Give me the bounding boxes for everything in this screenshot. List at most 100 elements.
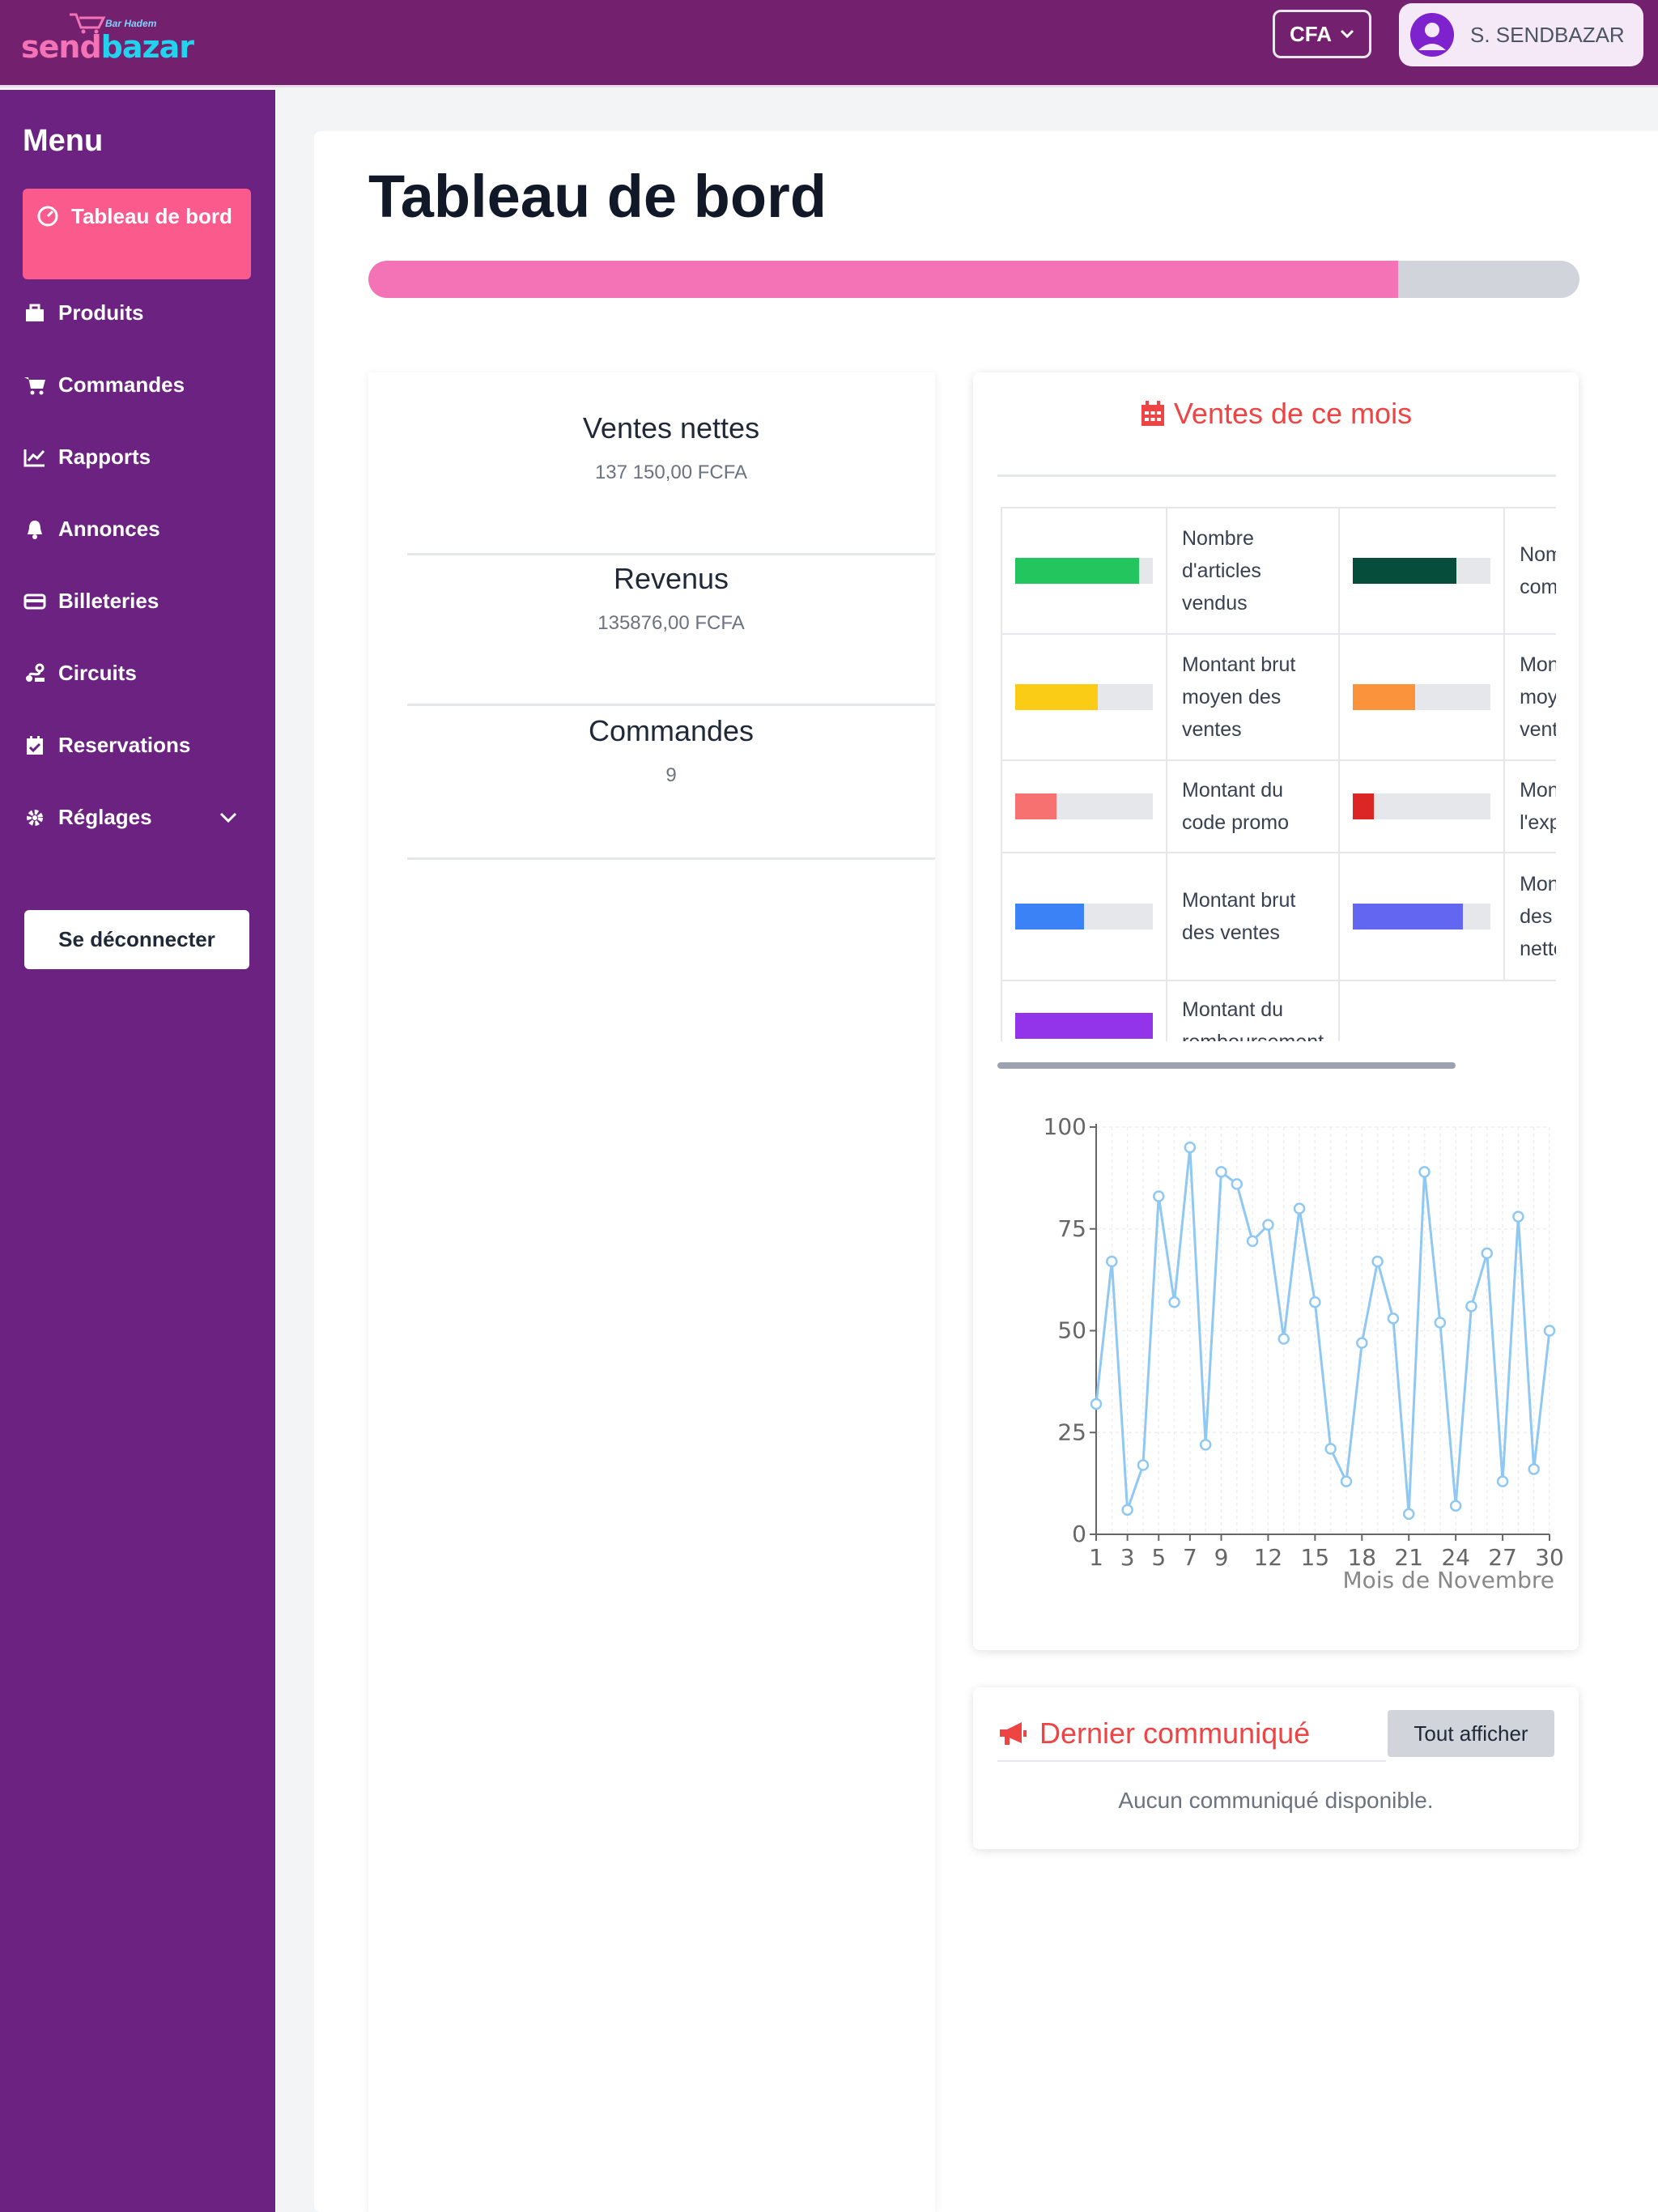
legend-label-cell: Montant brut moyen des ventes: [1165, 633, 1341, 761]
data-point: [1152, 1190, 1165, 1202]
x-tick-label: 1: [1089, 1544, 1103, 1571]
stat-label: Revenus: [613, 562, 729, 595]
legend-label-cell: Montant de l'expédition: [1503, 759, 1556, 853]
legend-swatch-fill: [1015, 558, 1139, 584]
calendar-check-icon: [23, 734, 47, 758]
data-point: [1246, 1235, 1259, 1248]
sidebar-item-label: Commandes: [58, 372, 185, 397]
sidebar-item-label: Billeteries: [58, 589, 159, 613]
x-tick-label: 3: [1120, 1544, 1135, 1571]
logo-word-send: send: [21, 29, 102, 65]
legend-swatch-fill: [1015, 684, 1098, 710]
legend-swatch[interactable]: [1015, 1013, 1153, 1039]
stat-net-sales: Ventes nettes 137 150,00 FCFA: [407, 411, 935, 555]
data-point: [1137, 1459, 1150, 1471]
legend-swatch-cell: [1338, 633, 1506, 761]
user-menu-button[interactable]: S. SENDBAZAR: [1399, 3, 1643, 66]
series-line: [1095, 1146, 1551, 1514]
data-point: [1106, 1255, 1118, 1268]
legend-swatch-cell: [1338, 507, 1506, 635]
user-name: S. SENDBAZAR: [1470, 22, 1625, 47]
data-point: [1465, 1300, 1477, 1312]
legend-swatch-cell: [1338, 759, 1506, 853]
sidebar-item-orders[interactable]: Commandes: [23, 372, 249, 398]
communique-card: Dernier communiqué Tout afficher Aucun c…: [973, 1687, 1579, 1849]
legend-swatch[interactable]: [1353, 904, 1491, 929]
sidebar-item-circuits[interactable]: Circuits: [23, 661, 249, 686]
divider: [997, 474, 1556, 477]
legend-swatch[interactable]: [1353, 558, 1491, 584]
legend-swatch-cell: [1001, 633, 1167, 761]
x-tick-label: 5: [1151, 1544, 1166, 1571]
chart-line-icon: [23, 445, 47, 470]
legend-swatch[interactable]: [1353, 793, 1491, 819]
x-tick-label: 24: [1441, 1544, 1470, 1571]
stat-value: 137 150,00 FCFA: [594, 462, 748, 483]
stat-revenue: Revenus 135876,00 FCFA: [407, 562, 935, 706]
y-tick-label: 100: [1044, 1113, 1086, 1140]
monthly-sales-card: Ventes de ce mois Nombre d'articles vend…: [973, 372, 1579, 1650]
data-point: [1434, 1317, 1447, 1329]
legend-label: Montant de l'expédition: [1520, 779, 1556, 834]
sidebar-item-label: Reservations: [58, 733, 191, 757]
x-tick-label: 15: [1301, 1544, 1330, 1571]
gear-icon: [23, 806, 47, 830]
legend-row: Montant brut moyen des ventes Montant net…: [1001, 633, 1556, 761]
logo-tagline: Bar Hadem: [105, 18, 157, 29]
horizontal-scrollbar[interactable]: [997, 1062, 1456, 1069]
x-tick-label: 30: [1535, 1544, 1564, 1571]
chevron-down-icon[interactable]: [219, 811, 238, 824]
sidebar-item-reports[interactable]: Rapports: [23, 445, 249, 470]
currency-selector[interactable]: CFA: [1273, 10, 1371, 58]
data-point: [1199, 1439, 1212, 1451]
progress-fill: [368, 261, 1398, 298]
sidebar-item-products[interactable]: Produits: [23, 300, 249, 325]
show-all-button[interactable]: Tout afficher: [1388, 1710, 1554, 1757]
sidebar-item-reservations[interactable]: Reservations: [23, 733, 249, 758]
sidebar-item-label: Annonces: [58, 517, 160, 541]
data-point: [1278, 1333, 1290, 1345]
legend-swatch[interactable]: [1015, 793, 1153, 819]
y-tick-label: 25: [1057, 1419, 1086, 1445]
divider: [997, 1760, 1386, 1762]
legend-swatch[interactable]: [1015, 558, 1153, 584]
legend-swatch-fill: [1353, 904, 1464, 929]
data-point: [1168, 1296, 1180, 1308]
legend-swatch[interactable]: [1353, 684, 1491, 710]
legend-row: Montant brut des ventes Montant des vente…: [1001, 852, 1556, 981]
sidebar-item-settings[interactable]: Réglages: [23, 805, 249, 830]
stat-label: Ventes nettes: [582, 411, 760, 445]
calendar-icon: [1141, 401, 1164, 426]
legend-label: Montant du code promo: [1182, 779, 1290, 834]
legend-label-cell: Montant du remboursement: [1165, 980, 1341, 1041]
legend-swatch-fill: [1353, 684, 1415, 710]
x-tick-label: 21: [1394, 1544, 1423, 1571]
communique-title-text: Dernier communiqué: [1039, 1716, 1311, 1750]
legend-row: Montant du remboursement: [1001, 980, 1556, 1041]
logo-word-bazar: bazar: [100, 29, 194, 65]
sidebar-item-dashboard[interactable]: Tableau de bord: [23, 189, 251, 279]
chart-legend-table[interactable]: Nombre d'articles vendus Nombre de comman…: [1001, 507, 1556, 1041]
x-tick-label: 27: [1488, 1544, 1517, 1571]
sidebar-item-announcements[interactable]: Annonces: [23, 517, 249, 542]
legend-swatch[interactable]: [1015, 684, 1153, 710]
legend-label-cell: Nombre d'articles vendus: [1165, 507, 1341, 635]
logout-button[interactable]: Se déconnecter: [24, 910, 249, 969]
legend-swatch[interactable]: [1015, 904, 1153, 929]
sidebar-item-ticketing[interactable]: Billeteries: [23, 589, 249, 614]
legend-label-cell: Montant du code promo: [1165, 759, 1341, 853]
logo[interactable]: Bar Hadem sendbazar: [21, 11, 194, 66]
data-point: [1090, 1397, 1103, 1410]
x-tick-label: 18: [1347, 1544, 1376, 1571]
page-title: Tableau de bord: [368, 163, 827, 230]
cart-icon: [23, 373, 47, 398]
menu-title: Menu: [23, 124, 104, 158]
data-point: [1387, 1312, 1400, 1325]
data-point: [1340, 1475, 1353, 1487]
legend-label: Montant brut des ventes: [1182, 889, 1296, 944]
stats-panel: Ventes nettes 137 150,00 FCFA Revenus 13…: [368, 372, 935, 2212]
legend-label: Nombre d'articles vendus: [1182, 527, 1261, 615]
dashboard-icon: [36, 204, 60, 228]
currency-label: CFA: [1290, 21, 1332, 46]
